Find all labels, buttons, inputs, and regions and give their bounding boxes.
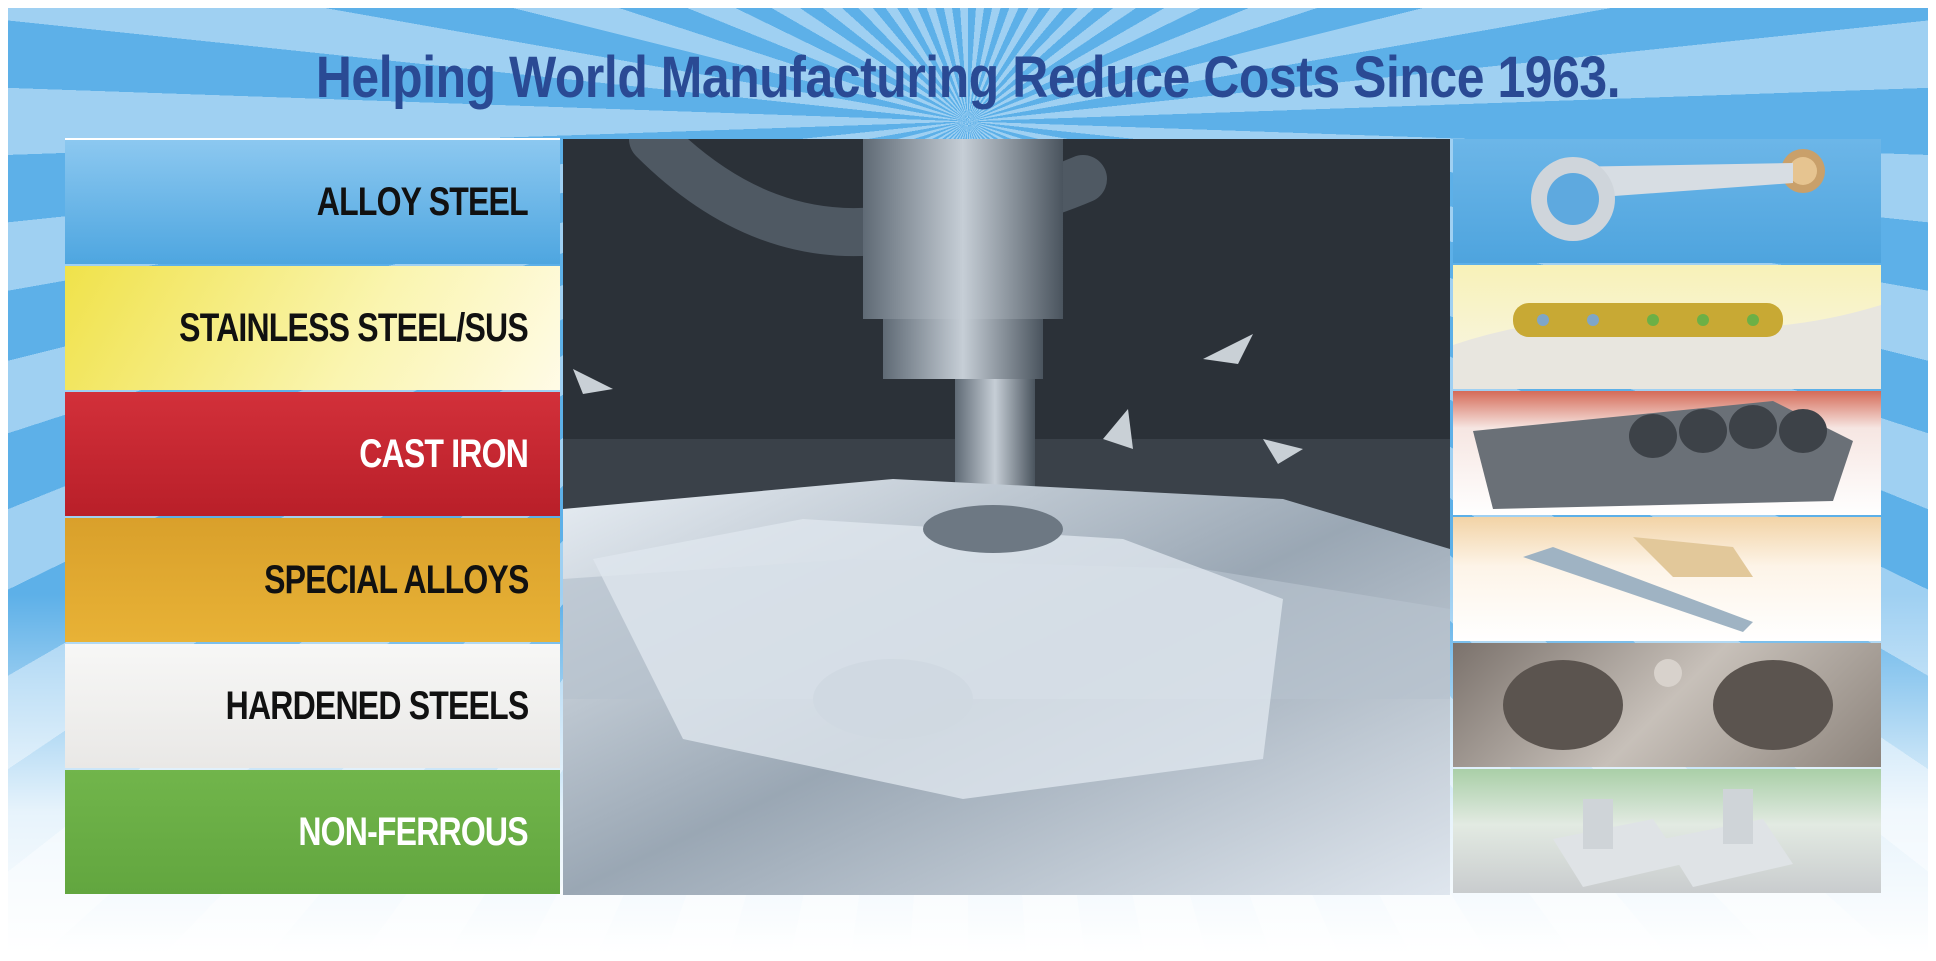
bone-plate-icon [1453,303,1881,389]
mold-cavity-icon [1503,659,1833,750]
connecting-rod-image [1453,139,1881,263]
engine-block-image [1453,391,1881,515]
orthopedic-plate-image [1453,517,1881,641]
category-label: HARDENED STEELS [225,683,529,728]
category-stainless-steel: STAINLESS STEEL/SUS [65,266,560,390]
machined-bracket-image [1453,769,1881,893]
part-image-list [1453,139,1881,895]
material-category-list: ALLOY STEEL STAINLESS STEEL/SUS CAST IRO… [65,138,560,895]
category-cast-iron: CAST IRON [65,392,560,516]
connecting-rod-icon [1531,149,1825,241]
category-label: NON-FERROUS [298,809,529,854]
orthopedic-plate-icon [1523,537,1753,632]
category-hardened-steels: HARDENED STEELS [65,644,560,768]
category-label: CAST IRON [359,431,529,476]
mold-cavity-image [1453,643,1881,767]
category-label: STAINLESS STEEL/SUS [179,305,529,350]
banner: Helping World Manufacturing Reduce Costs… [8,8,1928,953]
engine-block-icon [1473,401,1853,509]
category-alloy-steel: ALLOY STEEL [65,140,560,264]
category-label: ALLOY STEEL [316,179,529,224]
machined-bracket-icon [1553,789,1793,887]
cnc-milling-illustration [563,139,1450,895]
category-special-alloys: SPECIAL ALLOYS [65,518,560,642]
bone-plate-image [1453,265,1881,389]
cnc-milling-photo [563,139,1450,895]
headline: Helping World Manufacturing Reduce Costs… [315,45,1621,110]
category-label: SPECIAL ALLOYS [263,557,529,602]
category-non-ferrous: NON-FERROUS [65,770,560,894]
